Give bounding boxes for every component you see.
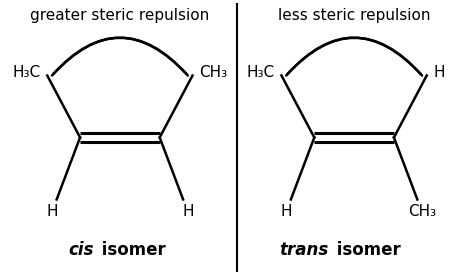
Text: H₃C: H₃C bbox=[246, 65, 274, 80]
Text: isomer: isomer bbox=[331, 241, 401, 259]
FancyArrowPatch shape bbox=[54, 38, 188, 76]
FancyArrowPatch shape bbox=[288, 38, 422, 76]
Text: H: H bbox=[46, 204, 58, 219]
Text: CH₃: CH₃ bbox=[200, 65, 228, 80]
Text: less steric repulsion: less steric repulsion bbox=[278, 8, 430, 23]
Text: greater steric repulsion: greater steric repulsion bbox=[30, 8, 210, 23]
Text: H: H bbox=[434, 65, 445, 80]
FancyArrowPatch shape bbox=[52, 38, 186, 76]
Text: H: H bbox=[281, 204, 292, 219]
Text: cis: cis bbox=[69, 241, 94, 259]
Text: H₃C: H₃C bbox=[12, 65, 40, 80]
Text: CH₃: CH₃ bbox=[408, 204, 436, 219]
Text: H: H bbox=[182, 204, 193, 219]
Text: trans: trans bbox=[279, 241, 328, 259]
Text: isomer: isomer bbox=[97, 241, 166, 259]
FancyArrowPatch shape bbox=[286, 38, 420, 76]
